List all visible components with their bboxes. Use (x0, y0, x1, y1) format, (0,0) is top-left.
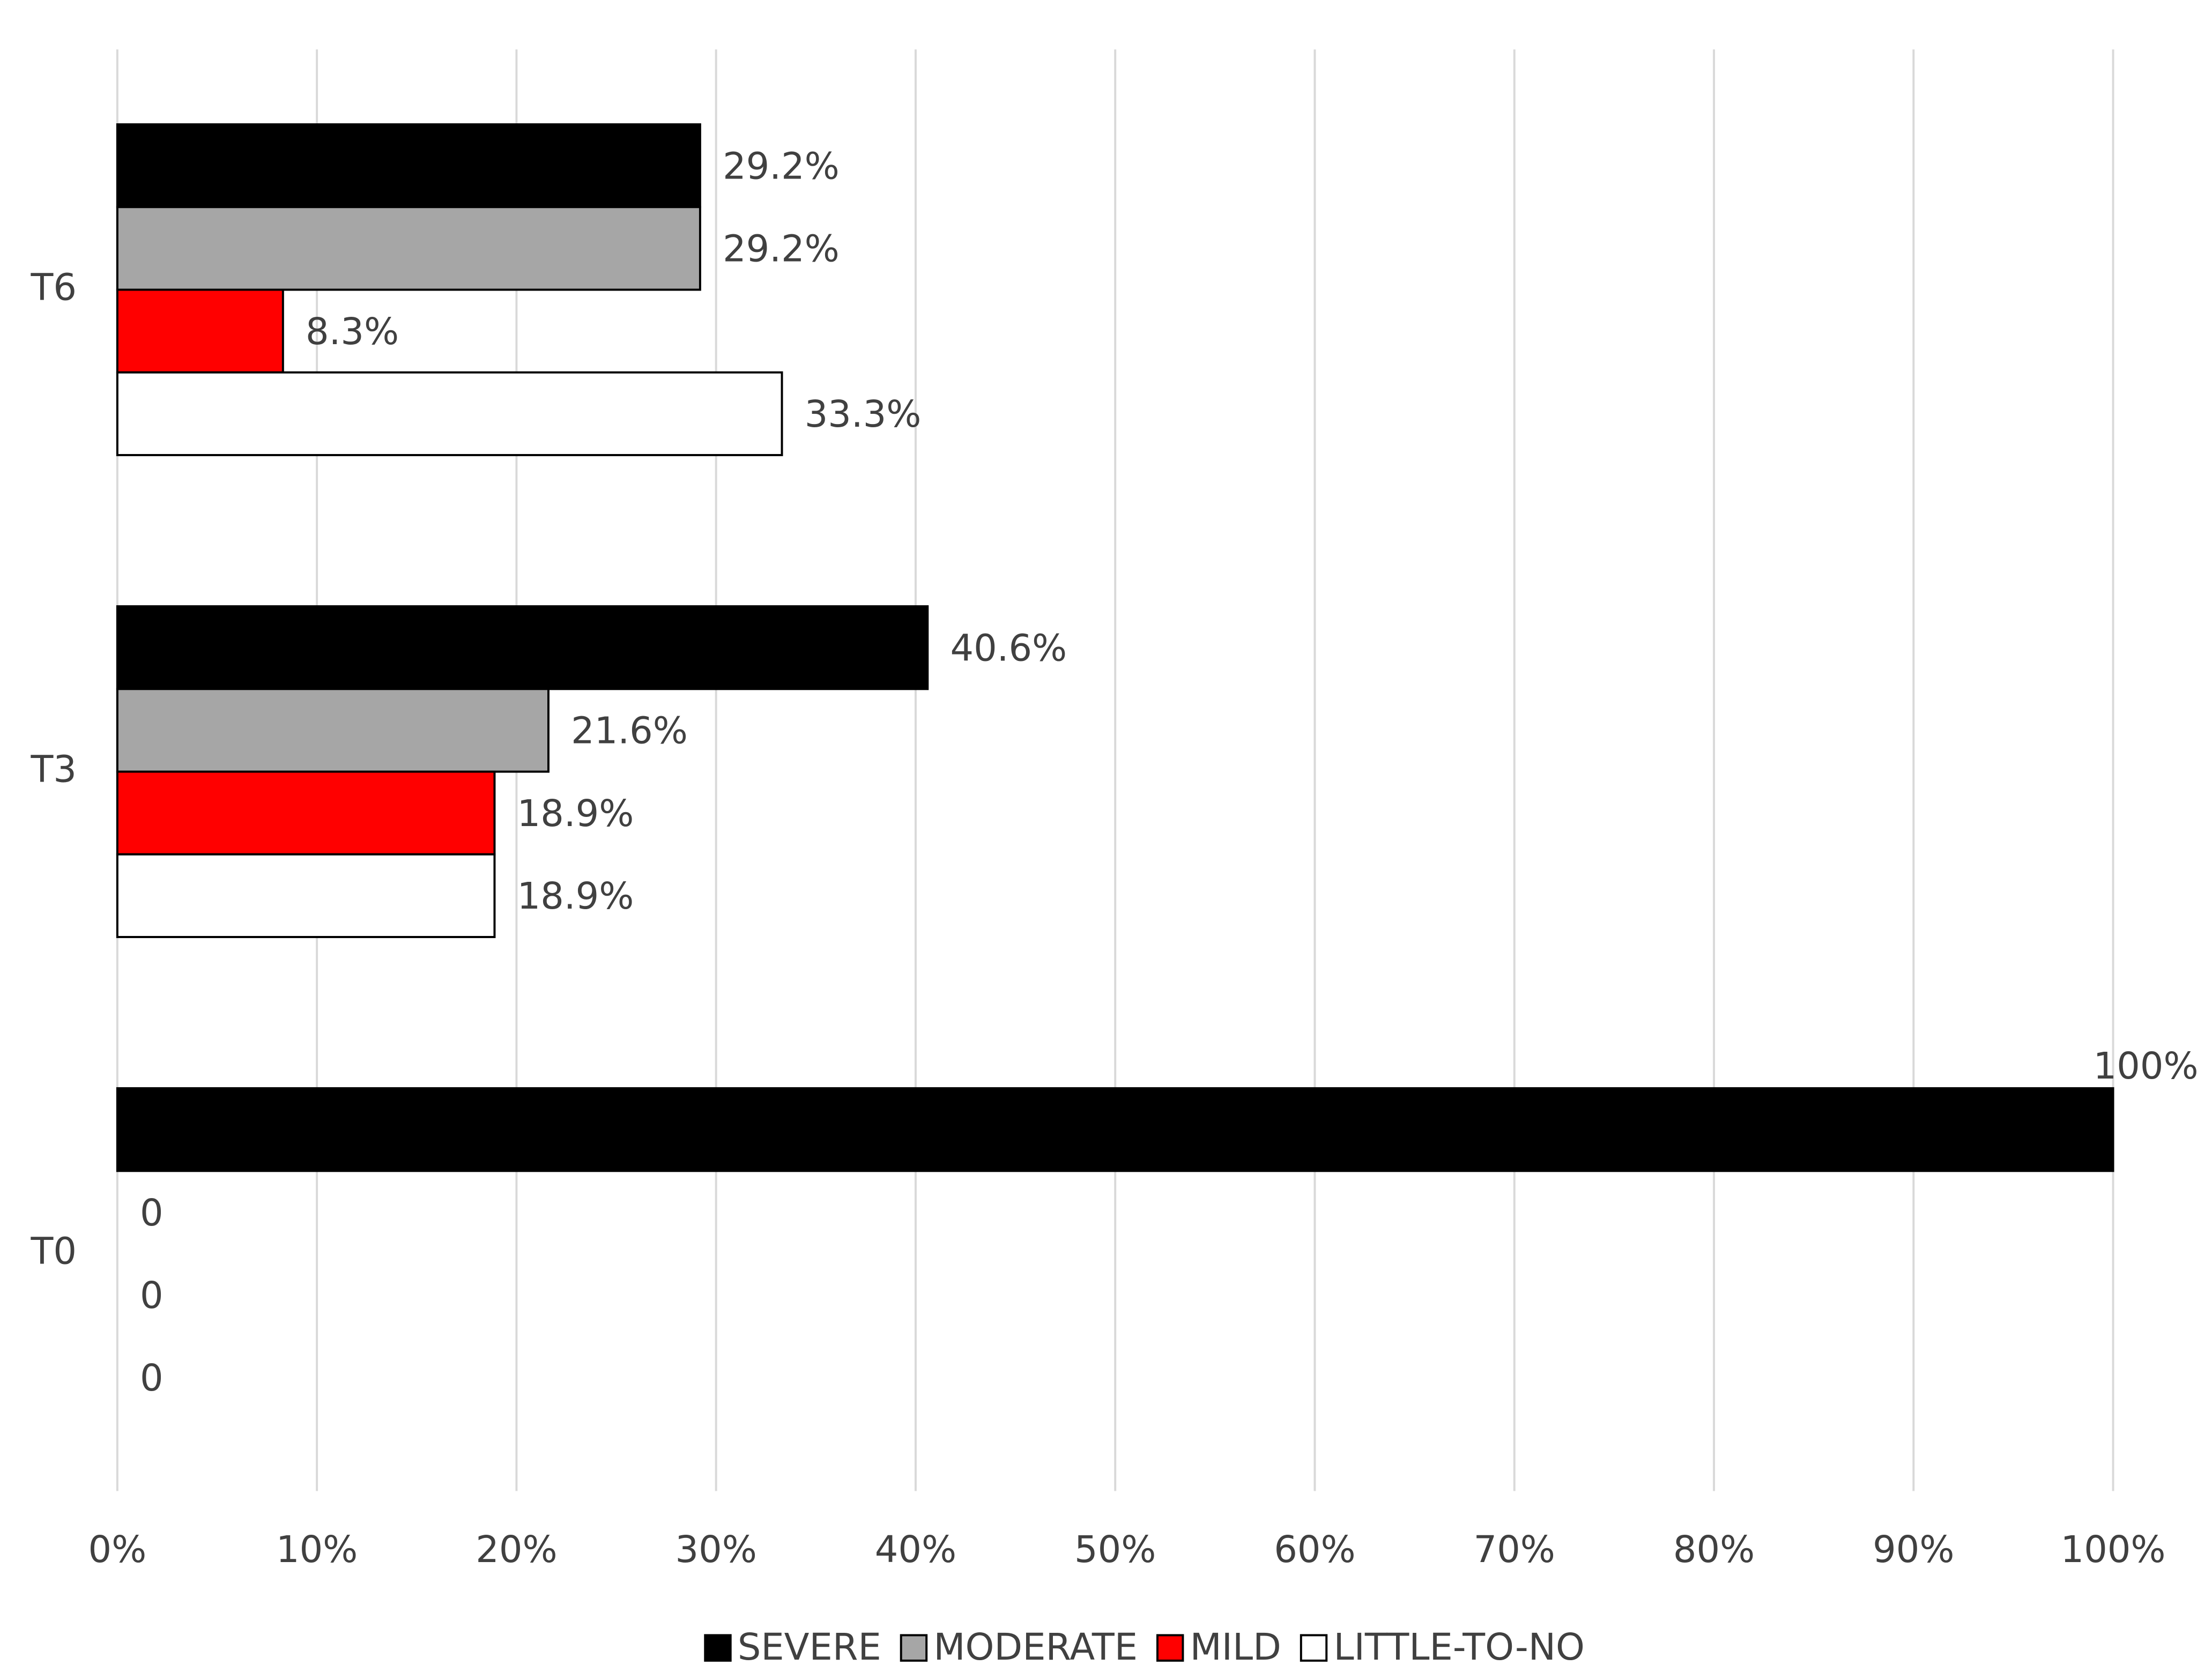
data-label: 18.9% (517, 875, 634, 918)
x-tick-label: 30% (675, 1528, 757, 1571)
legend-swatch (1156, 1634, 1184, 1662)
y-tick-label: T3 (30, 748, 76, 791)
data-label: 0 (140, 1274, 164, 1317)
x-tick-label: 10% (276, 1528, 358, 1571)
x-tick-label: 20% (476, 1528, 557, 1571)
x-tick-label: 100% (2061, 1528, 2166, 1571)
x-tick-label: 0% (88, 1528, 146, 1571)
legend-label: LITTLE-TO-NO (1333, 1626, 1584, 1669)
legend-swatch (900, 1634, 928, 1662)
legend-swatch (704, 1634, 732, 1662)
y-tick-label: T0 (30, 1230, 76, 1273)
x-tick-label: 80% (1673, 1528, 1755, 1571)
bar (116, 688, 550, 773)
legend-label: MILD (1190, 1626, 1281, 1669)
x-tick-label: 50% (1074, 1528, 1156, 1571)
data-label: 40.6% (950, 627, 1067, 670)
data-label: 29.2% (723, 228, 840, 271)
y-tick-label: T6 (30, 266, 76, 309)
data-label: 0 (140, 1192, 164, 1235)
legend: SEVERE MODERATE MILD LITTLE-TO-NO (704, 1626, 1585, 1669)
data-label: 33.3% (805, 393, 922, 436)
x-tick-label: 70% (1474, 1528, 1555, 1571)
bar (116, 123, 701, 209)
legend-label: SEVERE (738, 1626, 881, 1669)
data-label: 21.6% (571, 710, 688, 753)
bar (116, 1087, 2114, 1172)
data-label: 100% (2093, 1045, 2199, 1088)
x-tick-label: 60% (1274, 1528, 1355, 1571)
bar (116, 770, 496, 856)
bar (116, 371, 783, 456)
legend-swatch (1300, 1634, 1328, 1662)
bar (116, 605, 929, 690)
x-tick-label: 90% (1873, 1528, 1954, 1571)
bar (116, 853, 496, 938)
data-label: 8.3% (306, 310, 399, 353)
data-label: 18.9% (517, 792, 634, 835)
x-tick-label: 40% (875, 1528, 956, 1571)
data-label: 29.2% (723, 145, 840, 188)
bar (116, 206, 701, 291)
bar (116, 288, 284, 374)
legend-label: MODERATE (933, 1626, 1138, 1669)
data-label: 0 (140, 1357, 164, 1400)
